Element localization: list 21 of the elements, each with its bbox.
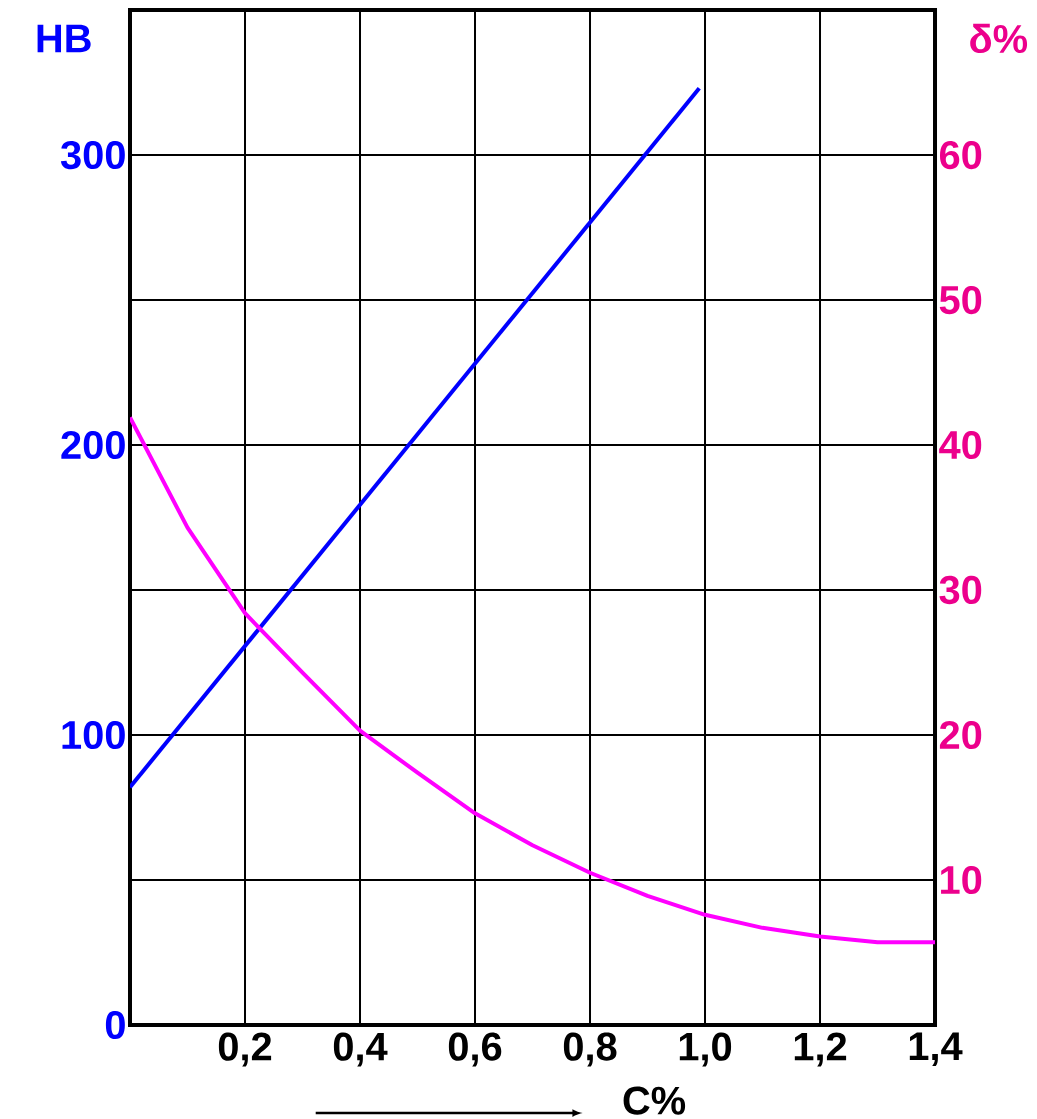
x-tick-label: 0,4: [333, 1032, 388, 1067]
x-axis-title: C%: [623, 1086, 686, 1115]
y2-axis-title: δ%: [970, 23, 1028, 54]
y-axis-title: HB: [37, 24, 91, 53]
y-tick-label: 0: [105, 1010, 125, 1040]
x-tick-label: 0,8: [563, 1032, 617, 1067]
y2-tick-label: 30: [939, 575, 982, 605]
y2-tick-label: 60: [939, 140, 982, 170]
line-series: [130, 415, 936, 945]
y-tick-label: 300: [60, 140, 125, 170]
x-tick-label: 1,2: [794, 1032, 847, 1067]
x-tick-label: 1,0: [679, 1032, 732, 1067]
y2-tick-label: 20: [939, 720, 982, 750]
y2-tick-label: 10: [941, 865, 982, 895]
y2-tick-label: 40: [939, 430, 982, 460]
x-tick-label: 1,4: [909, 1032, 963, 1067]
y-tick-label: 200: [61, 430, 125, 460]
y2-tick-label: 50: [939, 285, 982, 315]
x-tick-label: 0,2: [218, 1032, 272, 1067]
y-tick-label: 100: [62, 720, 125, 750]
x-tick-label: 0,6: [448, 1032, 502, 1067]
